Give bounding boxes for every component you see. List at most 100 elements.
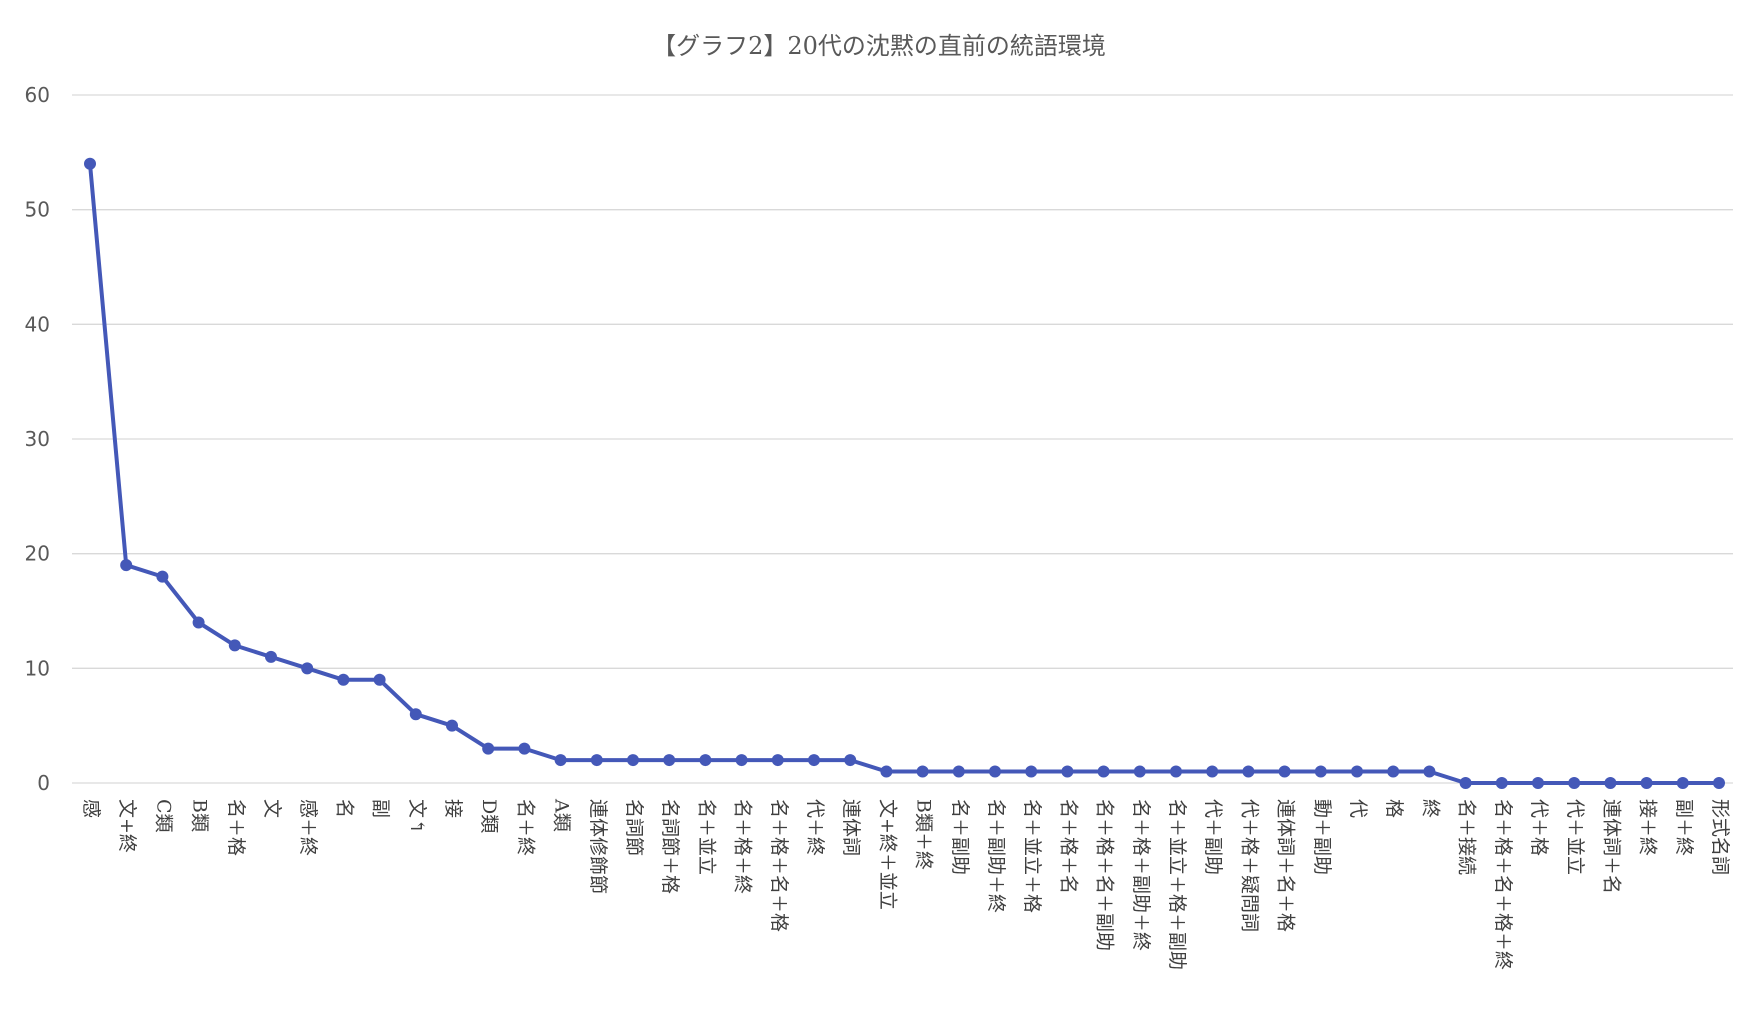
data-point — [518, 742, 531, 755]
data-point — [989, 765, 1001, 778]
gridlines — [72, 94, 1733, 784]
x-tick-label: 連体修飾節 — [587, 799, 609, 894]
data-point — [373, 673, 386, 686]
x-axis-ticks: 感文+終 C類 B類 名＋格文感＋終名副文↰ 接 D類 名＋終 A類 連体修飾節 名詞節 名詞節＋格… — [80, 798, 1731, 970]
x-tick-label: 代 — [1347, 799, 1369, 818]
x-tick-label: B類＋終 — [913, 799, 935, 870]
x-tick-label: 文+終 — [116, 799, 138, 853]
x-tick-label: 格 — [1383, 799, 1405, 818]
x-tick-label: 文 — [261, 799, 283, 818]
x-tick-label: 名＋終 — [514, 799, 536, 856]
x-tick-label: 名＋格＋名 — [1057, 799, 1079, 894]
y-tick-label: 50 — [25, 198, 50, 222]
x-tick-label: 動＋副助 — [1311, 799, 1333, 875]
data-point — [1532, 777, 1544, 789]
data-point — [735, 754, 748, 767]
y-tick-label: 60 — [25, 83, 50, 107]
x-tick-label: 名＋並立 — [695, 799, 717, 875]
data-point — [627, 754, 639, 767]
chart-title: 【グラフ2】20代の沈黙の直前の統語環境 — [652, 32, 1106, 60]
data-point — [1713, 777, 1725, 789]
x-tick-label: 副＋終 — [1673, 799, 1695, 856]
data-point — [1423, 765, 1436, 778]
data-point — [192, 616, 205, 629]
x-tick-label: 名＋副助＋終 — [985, 799, 1007, 913]
data-point — [1170, 765, 1182, 778]
data-point — [265, 650, 277, 663]
y-tick-label: 0 — [37, 771, 50, 795]
data-point — [1133, 765, 1146, 778]
data-point — [482, 742, 495, 755]
x-tick-label: A類 — [551, 798, 573, 832]
x-tick-label: 代＋終 — [804, 799, 826, 856]
data-point — [156, 570, 169, 583]
x-tick-label: 名＋並立＋格 — [1021, 799, 1043, 913]
data-point — [1568, 777, 1581, 789]
x-tick-label: 連体詞 — [840, 799, 862, 856]
data-point — [554, 754, 567, 767]
data-point — [1206, 765, 1219, 778]
x-tick-label: 名＋格＋副助＋終 — [1130, 799, 1152, 951]
x-tick-label: 感＋終 — [297, 799, 319, 856]
data-point — [1278, 765, 1291, 778]
data-point — [84, 157, 96, 170]
x-tick-label: D類 — [478, 799, 500, 833]
x-tick-label: 連体詞＋名＋格 — [1275, 799, 1297, 932]
x-tick-label: 接＋終 — [1637, 799, 1659, 856]
data-point — [808, 754, 820, 767]
series-line-layer — [88, 161, 1721, 785]
data-point — [844, 754, 857, 767]
data-point — [1025, 765, 1038, 778]
y-axis-ticks: 0 10 20 30 40 50 60 — [25, 83, 50, 795]
y-tick-label: 10 — [25, 656, 50, 680]
data-point — [771, 754, 784, 767]
y-tick-label: 30 — [25, 427, 50, 451]
x-tick-label: 名＋副助 — [949, 799, 971, 875]
x-tick-label: 接 — [442, 799, 464, 818]
data-point — [1676, 777, 1689, 789]
x-tick-label: 副 — [370, 799, 392, 818]
data-points — [84, 157, 1725, 789]
x-tick-label: 感 — [80, 799, 102, 818]
data-point — [880, 765, 893, 778]
data-point — [301, 662, 314, 675]
data-point — [1351, 765, 1363, 778]
x-tick-label: C類 — [152, 799, 174, 833]
data-point — [228, 639, 241, 652]
data-point — [1604, 777, 1617, 789]
x-tick-label: 名詞節＋格 — [659, 799, 681, 894]
data-point — [446, 719, 458, 732]
x-tick-label: 名＋並立＋格＋副助 — [1166, 799, 1188, 970]
x-tick-label: 文↰ — [406, 799, 428, 834]
x-tick-label: 代＋並立 — [1564, 799, 1586, 875]
x-tick-label: 終 — [1419, 799, 1441, 818]
data-point — [1097, 765, 1110, 778]
x-tick-label: 名＋格 — [225, 799, 247, 856]
x-tick-label: 名＋接続 — [1456, 799, 1478, 875]
x-tick-label: 名＋格＋名＋格＋終 — [1492, 799, 1514, 970]
x-tick-label: 代＋格 — [1528, 799, 1550, 856]
data-point — [120, 559, 133, 572]
data-point — [1314, 765, 1327, 778]
data-point — [699, 754, 712, 767]
data-point — [409, 708, 422, 721]
data-point — [952, 765, 965, 778]
data-point — [1061, 765, 1074, 778]
data-point — [590, 754, 603, 767]
x-tick-label: 代＋格＋疑問詞 — [1238, 799, 1260, 932]
series-line — [88, 161, 1721, 785]
data-point — [1640, 777, 1653, 789]
x-tick-label: 名 — [333, 799, 355, 818]
data-point — [337, 673, 350, 686]
data-point — [663, 754, 676, 767]
x-tick-label: 名詞節 — [623, 799, 645, 856]
x-tick-label: 名＋格＋名＋格 — [768, 799, 790, 932]
x-tick-label: 形式名詞 — [1709, 799, 1731, 875]
x-tick-label: 代＋副助 — [1202, 799, 1224, 875]
y-tick-label: 20 — [25, 542, 50, 566]
data-point — [1387, 765, 1400, 778]
data-point — [1495, 777, 1508, 789]
data-point — [916, 765, 929, 778]
